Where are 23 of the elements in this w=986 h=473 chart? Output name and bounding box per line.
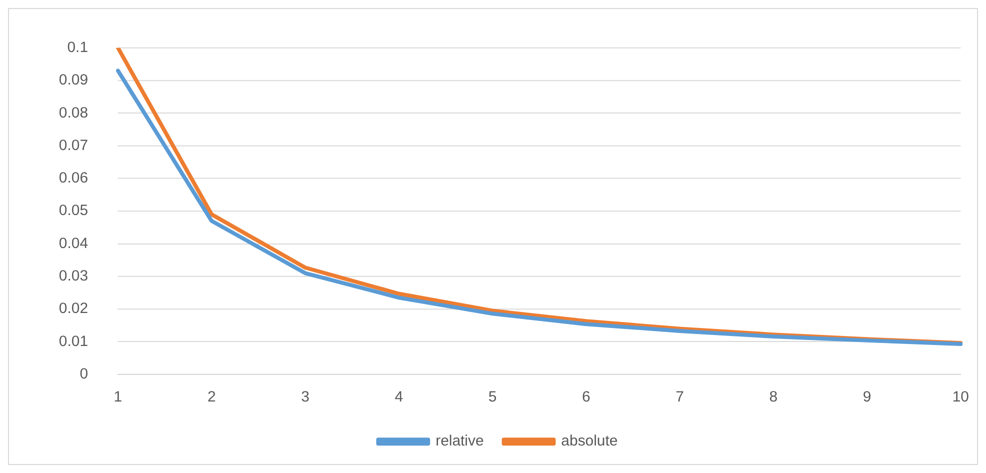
y-tick-label: 0	[80, 366, 88, 383]
x-tick-label: 4	[394, 388, 404, 406]
y-tick-label: 0.1	[67, 38, 88, 56]
x-tick-label: 9	[862, 388, 872, 406]
y-tick-label: 0.05	[58, 202, 88, 220]
x-tick-label: 10	[952, 388, 970, 406]
y-tick-label: 0.04	[58, 234, 88, 252]
legend-label: relative	[436, 432, 484, 450]
y-tick-label: 0.03	[58, 268, 88, 285]
x-tick-label: 2	[207, 388, 216, 406]
x-tick-label: 7	[676, 388, 684, 406]
x-tick-label: 6	[582, 388, 590, 406]
y-tick-label: 0.02	[58, 300, 88, 318]
y-tick-label: 0.09	[58, 72, 88, 89]
legend-label: absolute	[561, 432, 618, 450]
x-tick-label: 8	[769, 388, 778, 406]
y-tick-label: 0.01	[58, 332, 88, 350]
y-tick-label: 0.08	[58, 104, 88, 122]
y-tick-label: 0.06	[58, 170, 88, 187]
x-tick-label: 3	[301, 388, 310, 406]
x-tick-label: 5	[488, 388, 497, 406]
x-tick-label: 1	[114, 388, 122, 406]
y-tick-label: 0.07	[58, 136, 88, 154]
